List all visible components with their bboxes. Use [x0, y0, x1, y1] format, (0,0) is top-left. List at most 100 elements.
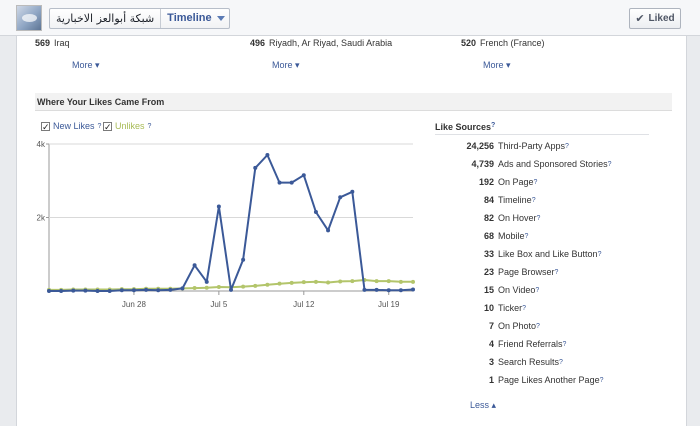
source-label: Ticker — [498, 303, 523, 313]
new-likes-point — [398, 288, 403, 293]
more-link[interactable]: More ▾ — [72, 60, 100, 71]
unlikes-point — [241, 284, 246, 289]
help-icon[interactable]: ? — [531, 196, 536, 204]
unlikes-point — [398, 279, 403, 284]
new-likes-point — [362, 287, 367, 292]
help-icon[interactable]: ? — [597, 250, 602, 258]
new-likes-point — [253, 165, 258, 170]
help-icon[interactable]: ? — [524, 232, 529, 240]
source-label: Like Box and Like Button — [498, 249, 598, 259]
divider — [435, 134, 649, 135]
help-icon[interactable]: ? — [147, 122, 152, 130]
source-label: Ads and Sponsored Stories — [498, 159, 608, 169]
new-likes-point — [374, 287, 379, 292]
source-count: 82 — [483, 213, 494, 223]
like-source-row: 3 Search Results? — [435, 356, 563, 368]
help-icon[interactable]: ? — [554, 268, 559, 276]
y-axis: 2k 4k — [37, 140, 49, 223]
help-icon[interactable]: ? — [565, 142, 569, 150]
source-count: 3 — [488, 357, 494, 367]
like-source-row: 84 Timeline? — [435, 194, 536, 206]
x-tick-label: Jul 19 — [378, 300, 400, 309]
like-source-row: 192 On Page? — [435, 176, 537, 188]
page-switcher[interactable]: شبكة أبوالعز الاخبارية Timeline — [49, 8, 230, 29]
unlikes-point — [289, 280, 294, 285]
unlikes-point — [386, 279, 391, 284]
unlikes-point — [204, 285, 209, 290]
more-link[interactable]: More ▾ — [483, 60, 511, 71]
help-icon[interactable]: ? — [536, 322, 540, 330]
help-icon[interactable]: ? — [599, 376, 604, 384]
unlikes-point — [192, 286, 197, 291]
x-tick-label: Jul 12 — [293, 300, 315, 309]
new-likes-point — [168, 287, 173, 292]
like-source-row: 24,256 Third-Party Apps? — [435, 140, 569, 152]
unlikes-point — [253, 283, 258, 288]
new-likes-point — [47, 289, 51, 293]
help-icon[interactable]: ? — [522, 304, 527, 312]
new-likes-point — [229, 287, 233, 292]
help-icon[interactable]: ? — [536, 214, 541, 222]
legend-unlikes-label: Unlikes — [115, 121, 145, 131]
location-item: 496 Riyadh, Ar Riyad, Saudi Arabia — [250, 38, 392, 48]
help-icon[interactable]: ? — [491, 122, 496, 129]
source-label: On Photo — [498, 321, 537, 331]
help-icon[interactable]: ? — [562, 340, 567, 348]
legend-new-likes[interactable]: ✓ New Likes? — [41, 121, 101, 131]
timeline-dropdown[interactable]: Timeline — [161, 9, 228, 28]
source-count: 24,256 — [466, 141, 494, 151]
new-likes-point — [156, 288, 161, 293]
location-name: French (France) — [480, 38, 545, 48]
new-likes-point — [411, 287, 415, 292]
new-likes-point — [313, 209, 318, 214]
page-avatar[interactable] — [16, 5, 42, 31]
unlikes-point — [338, 279, 343, 284]
unlikes-checkbox[interactable]: ✓ — [103, 121, 112, 132]
help-icon[interactable]: ? — [533, 178, 538, 186]
new-likes-point — [289, 180, 294, 185]
help-icon[interactable]: ? — [535, 286, 540, 294]
unlikes-point — [350, 279, 355, 284]
new-likes-point — [338, 195, 343, 200]
source-label: Friend Referrals — [498, 339, 563, 349]
new-likes-checkbox[interactable]: ✓ — [41, 121, 50, 132]
y-tick-label: 2k — [37, 214, 46, 223]
source-label: Page Browser — [498, 267, 555, 277]
unlikes-point — [265, 282, 270, 287]
location-item: 569 Iraq — [35, 38, 70, 48]
more-label: More — [72, 60, 93, 70]
like-source-row: 68 Mobile? — [435, 230, 528, 242]
liked-button[interactable]: ✔ Liked — [629, 8, 681, 29]
unlikes-point — [411, 279, 415, 284]
new-likes-point — [265, 153, 270, 158]
new-likes-point — [131, 288, 136, 293]
help-icon[interactable]: ? — [607, 160, 612, 168]
new-likes-point — [204, 279, 209, 284]
location-count: 496 — [250, 38, 266, 48]
x-tick-label: Jun 28 — [122, 300, 147, 309]
source-count: 68 — [483, 231, 494, 241]
more-link[interactable]: More ▾ — [272, 60, 300, 71]
like-source-row: 4,739 Ads and Sponsored Stories? — [435, 158, 611, 170]
source-label: Third-Party Apps — [498, 141, 566, 151]
new-likes-point — [301, 173, 306, 178]
legend-new-likes-label: New Likes — [53, 121, 95, 131]
like-source-row: 15 On Video? — [435, 284, 539, 296]
legend-unlikes[interactable]: ✓ Unlikes? — [103, 121, 151, 131]
page-name[interactable]: شبكة أبوالعز الاخبارية — [50, 9, 162, 28]
like-source-row: 10 Ticker? — [435, 302, 526, 314]
source-count: 4 — [488, 339, 494, 349]
like-source-row: 33 Like Box and Like Button? — [435, 248, 602, 260]
caret-down-icon: ▾ — [95, 60, 100, 70]
less-link[interactable]: Less ▴ — [470, 400, 496, 411]
y-tick-label: 4k — [37, 140, 46, 149]
source-label: Page Likes Another Page — [498, 375, 600, 385]
like-source-row: 23 Page Browser? — [435, 266, 558, 278]
unlikes-point — [326, 280, 331, 285]
new-likes-point — [180, 286, 185, 291]
like-source-row: 4 Friend Referrals? — [435, 338, 566, 350]
help-icon[interactable]: ? — [559, 358, 563, 366]
less-label: Less — [470, 400, 490, 410]
likes-source-heading: Where Your Likes Came From — [35, 93, 672, 111]
help-icon[interactable]: ? — [97, 122, 102, 130]
